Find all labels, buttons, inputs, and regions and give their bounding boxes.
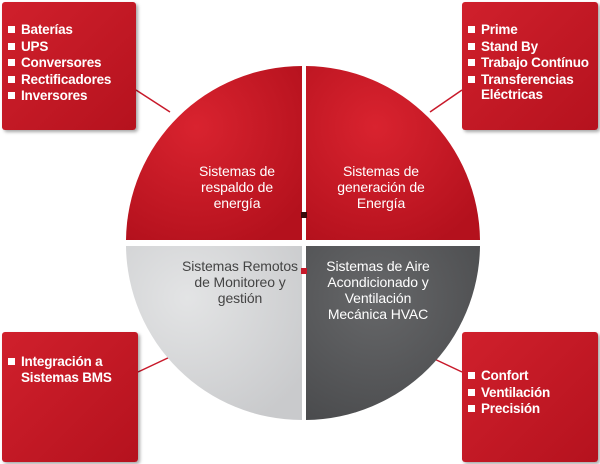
bullet-icon (468, 75, 475, 83)
quadrant-top-left-shape (126, 66, 302, 240)
connector-top-left (135, 89, 171, 113)
list-item: Ventilación (468, 385, 594, 401)
list-item: Inversores (8, 88, 132, 104)
list-item: Integración a Sistemas BMS (8, 354, 134, 385)
bullet-icon (468, 59, 475, 66)
bullet-icon (8, 59, 15, 66)
list-item: Baterías (8, 22, 132, 38)
list-item: Confort (468, 368, 594, 384)
box-monitoreo-list: Integración a Sistemas BMS (2, 332, 138, 462)
box-hvac-list: Confort Ventilación Precisión (462, 332, 598, 462)
bullet-icon (468, 388, 475, 396)
bullet-icon (468, 372, 475, 379)
list-item: Trabajo Contínuo (468, 55, 594, 71)
bullet-icon (8, 42, 15, 50)
list-item: Stand By (468, 39, 594, 55)
quadrant-bottom-right-shape (306, 246, 480, 420)
list-item: Conversores (8, 55, 132, 71)
bullet-icon (468, 42, 475, 50)
bullet-icon (468, 26, 475, 33)
center-marker-left (301, 268, 307, 274)
bullet-icon (8, 358, 15, 365)
list-item: Precisión (468, 401, 594, 417)
box-respaldo-list: Baterías UPS Conversores Rectificadores … (2, 2, 136, 130)
quadrant-label-respaldo: Sistemas de respaldo de energía (199, 163, 275, 211)
connector-top-right (429, 89, 463, 113)
quadrant-label-hvac: Sistemas de Aire Acondicionado y Ventila… (326, 258, 430, 322)
list-item: UPS (8, 39, 132, 55)
quadrant-bottom-left-shape (126, 246, 302, 420)
bullet-icon (8, 75, 15, 83)
quadrant-top-right-shape (306, 66, 480, 240)
quadrant-label-generacion: Sistemas de generación de Energía (337, 163, 425, 211)
list-item: Transferencias Eléctricas (468, 72, 594, 103)
quadrant-label-monitoreo: Sistemas Remotos de Monitoreo y gestión (182, 258, 298, 306)
box-generacion-list: Prime Stand By Trabajo Contínuo Transfer… (462, 2, 598, 130)
bullet-icon (8, 92, 15, 99)
list-item: Rectificadores (8, 72, 132, 88)
bullet-icon (468, 405, 475, 412)
center-marker-top (301, 212, 307, 218)
connector-bottom-left (137, 355, 173, 373)
bullet-icon (8, 26, 15, 33)
list-item: Prime (468, 22, 594, 38)
